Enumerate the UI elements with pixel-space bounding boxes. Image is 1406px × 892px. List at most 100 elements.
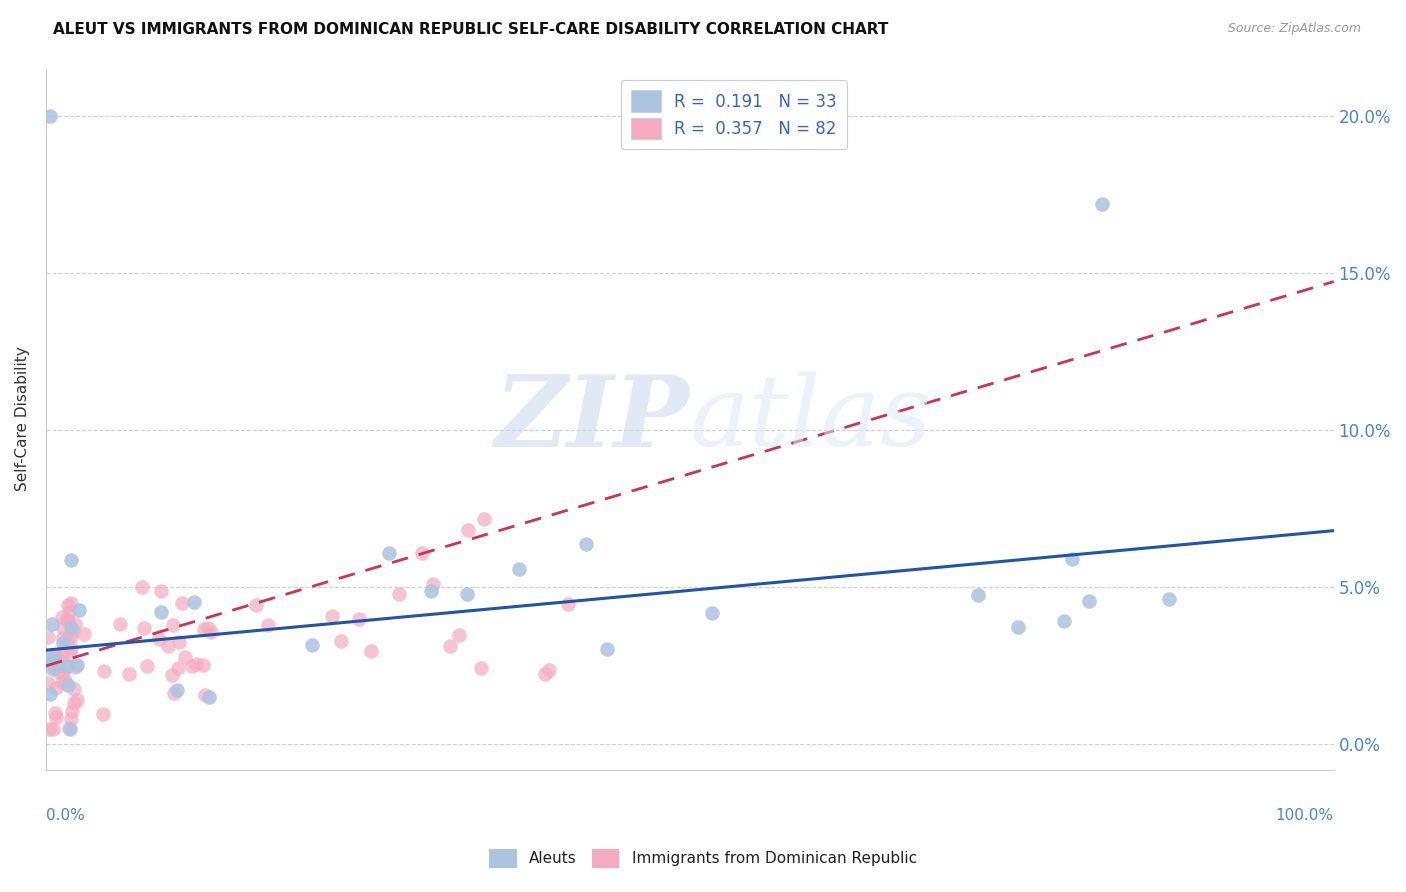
Point xyxy=(470,661,492,675)
Point xyxy=(60,712,83,726)
Point xyxy=(67,603,90,617)
Point xyxy=(60,641,83,656)
Point xyxy=(197,622,219,636)
Point xyxy=(63,660,86,674)
Point xyxy=(52,621,75,635)
Point xyxy=(186,657,208,671)
Point xyxy=(360,644,382,658)
Point xyxy=(575,537,598,551)
Point xyxy=(1078,594,1101,608)
Point xyxy=(44,706,66,720)
Point xyxy=(66,657,89,672)
Point xyxy=(42,658,65,673)
Point xyxy=(58,605,80,619)
Point xyxy=(55,659,77,673)
Point xyxy=(62,682,84,697)
Point xyxy=(347,612,370,626)
Point xyxy=(245,598,267,612)
Point xyxy=(183,595,205,609)
Point xyxy=(1157,591,1180,606)
Point xyxy=(166,683,188,698)
Point xyxy=(132,621,155,635)
Point xyxy=(131,580,153,594)
Text: ZIP: ZIP xyxy=(495,371,690,467)
Point xyxy=(51,648,73,663)
Point xyxy=(56,612,79,626)
Point xyxy=(321,609,343,624)
Point xyxy=(457,523,479,537)
Point xyxy=(162,617,184,632)
Point xyxy=(45,681,67,695)
Point xyxy=(108,616,131,631)
Point xyxy=(62,624,84,638)
Point xyxy=(39,652,62,666)
Text: 0.0%: 0.0% xyxy=(46,808,84,823)
Point xyxy=(60,630,83,644)
Point xyxy=(118,666,141,681)
Point xyxy=(59,647,82,661)
Point xyxy=(388,586,411,600)
Point xyxy=(44,648,66,663)
Point xyxy=(167,661,190,675)
Point xyxy=(420,583,443,598)
Point xyxy=(93,664,115,678)
Point xyxy=(472,512,495,526)
Point xyxy=(1091,196,1114,211)
Point xyxy=(200,624,222,639)
Point xyxy=(439,639,461,653)
Point xyxy=(163,685,186,699)
Point xyxy=(46,658,69,673)
Point xyxy=(63,616,86,631)
Point xyxy=(193,658,215,673)
Point xyxy=(56,614,79,628)
Point xyxy=(557,597,579,611)
Point xyxy=(52,636,75,650)
Point xyxy=(58,598,80,612)
Point xyxy=(508,562,530,576)
Point xyxy=(65,693,87,707)
Point xyxy=(38,722,60,736)
Text: 100.0%: 100.0% xyxy=(1275,808,1334,823)
Point xyxy=(91,707,114,722)
Point xyxy=(156,639,179,653)
Point xyxy=(174,650,197,665)
Point xyxy=(301,639,323,653)
Legend: Aleuts, Immigrants from Dominican Republic: Aleuts, Immigrants from Dominican Republ… xyxy=(484,843,922,873)
Text: atlas: atlas xyxy=(690,371,932,467)
Point xyxy=(167,634,190,648)
Point xyxy=(378,546,401,560)
Point xyxy=(172,596,194,610)
Point xyxy=(181,659,204,673)
Point xyxy=(58,677,80,691)
Point xyxy=(60,553,83,567)
Point xyxy=(198,690,221,705)
Point xyxy=(51,674,73,689)
Point xyxy=(39,687,62,701)
Legend: R =  0.191   N = 33, R =  0.357   N = 82: R = 0.191 N = 33, R = 0.357 N = 82 xyxy=(621,80,846,149)
Point xyxy=(51,610,73,624)
Point xyxy=(194,688,217,702)
Point xyxy=(411,546,433,560)
Point xyxy=(966,588,988,602)
Point xyxy=(62,704,84,718)
Point xyxy=(148,632,170,647)
Point xyxy=(456,586,478,600)
Point xyxy=(56,658,79,673)
Point xyxy=(596,641,619,656)
Point xyxy=(257,617,280,632)
Point xyxy=(73,627,96,641)
Point xyxy=(135,659,157,673)
Point xyxy=(48,665,70,680)
Point xyxy=(62,696,84,710)
Point xyxy=(41,616,63,631)
Point xyxy=(59,722,82,736)
Point xyxy=(1062,552,1084,566)
Point xyxy=(38,109,60,123)
Point xyxy=(42,662,65,676)
Point xyxy=(52,631,75,645)
Point xyxy=(533,667,555,681)
Point xyxy=(193,623,215,637)
Point xyxy=(37,675,59,690)
Point xyxy=(149,584,172,599)
Point xyxy=(60,596,83,610)
